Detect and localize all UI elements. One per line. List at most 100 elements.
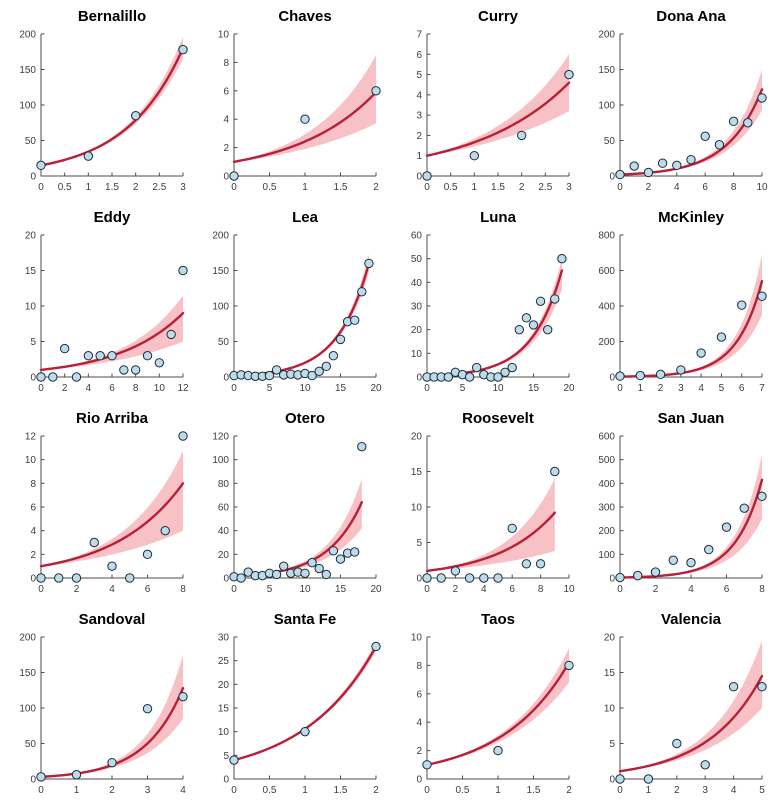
svg-text:6: 6 bbox=[702, 182, 708, 193]
svg-text:0: 0 bbox=[416, 775, 422, 786]
svg-text:3: 3 bbox=[416, 111, 422, 122]
chart-canvas: 0 2 4 6 8 10 12 0 5 10 15 20 bbox=[25, 231, 189, 395]
svg-text:4: 4 bbox=[416, 90, 422, 101]
subplot: Dona Ana 0 2 4 6 8 10 0 50 100 150 200 bbox=[581, 6, 774, 202]
svg-text:6: 6 bbox=[509, 584, 515, 595]
svg-text:0: 0 bbox=[424, 584, 430, 595]
chart-canvas: 0 0.5 1 1.5 2 0 2 4 6 8 10 bbox=[411, 633, 574, 796]
svg-text:2: 2 bbox=[223, 143, 229, 154]
svg-text:0: 0 bbox=[617, 584, 623, 595]
svg-text:20: 20 bbox=[25, 231, 37, 242]
svg-text:5: 5 bbox=[223, 751, 229, 762]
svg-text:0: 0 bbox=[38, 383, 44, 394]
svg-text:2: 2 bbox=[674, 785, 680, 796]
chart-canvas: 0 5 10 15 20 0 20 40 60 80 100 120 bbox=[212, 432, 382, 596]
svg-text:150: 150 bbox=[19, 668, 36, 679]
svg-text:10: 10 bbox=[25, 302, 37, 313]
svg-text:200: 200 bbox=[19, 633, 36, 644]
chart-canvas: 0 1 2 3 4 5 6 7 0 200 400 600 800 bbox=[598, 231, 767, 394]
svg-text:0.5: 0.5 bbox=[456, 785, 470, 796]
svg-text:1: 1 bbox=[495, 785, 501, 796]
svg-text:5: 5 bbox=[460, 383, 466, 394]
svg-text:0: 0 bbox=[617, 182, 623, 193]
svg-text:8: 8 bbox=[180, 584, 186, 595]
svg-text:0: 0 bbox=[38, 584, 44, 595]
subplot: Santa Fe 0 0.5 1 1.5 2 0 5 10 15 20 25 30 bbox=[195, 609, 388, 805]
subplot: Sandoval 0 1 2 3 4 0 50 100 150 200 bbox=[2, 609, 195, 805]
svg-text:10: 10 bbox=[299, 383, 311, 394]
svg-text:4: 4 bbox=[180, 785, 186, 796]
svg-text:0: 0 bbox=[30, 574, 36, 585]
chart-title: Chaves bbox=[278, 8, 332, 25]
svg-text:60: 60 bbox=[218, 503, 230, 514]
svg-text:4: 4 bbox=[731, 785, 737, 796]
svg-text:200: 200 bbox=[598, 526, 615, 537]
svg-text:0: 0 bbox=[223, 172, 229, 183]
svg-text:1: 1 bbox=[302, 785, 308, 796]
chart-canvas: 0 0.5 1 1.5 2 0 2 4 6 8 10 bbox=[218, 30, 381, 193]
chart-canvas: 0 5 10 15 20 0 10 20 30 40 50 60 bbox=[411, 231, 575, 395]
svg-text:80: 80 bbox=[218, 479, 230, 490]
svg-text:0.5: 0.5 bbox=[58, 182, 72, 193]
subplot: Otero 0 5 10 15 20 0 20 40 60 80 100 120 bbox=[195, 408, 388, 604]
svg-text:0: 0 bbox=[609, 172, 615, 183]
chart-title: Curry bbox=[477, 8, 518, 25]
svg-text:0.5: 0.5 bbox=[263, 785, 277, 796]
svg-text:20: 20 bbox=[411, 432, 423, 443]
svg-text:6: 6 bbox=[145, 584, 151, 595]
svg-text:40: 40 bbox=[218, 526, 230, 537]
svg-text:3: 3 bbox=[678, 383, 684, 394]
svg-text:10: 10 bbox=[299, 584, 311, 595]
svg-text:5: 5 bbox=[416, 70, 422, 81]
svg-text:0: 0 bbox=[416, 172, 422, 183]
chart-canvas: 0 2 4 6 8 10 0 5 10 15 20 bbox=[411, 432, 575, 596]
svg-text:4: 4 bbox=[674, 182, 680, 193]
svg-text:0: 0 bbox=[231, 383, 237, 394]
svg-text:6: 6 bbox=[223, 86, 229, 97]
svg-text:100: 100 bbox=[212, 302, 229, 313]
svg-text:200: 200 bbox=[212, 231, 229, 242]
svg-text:4: 4 bbox=[481, 584, 487, 595]
svg-text:200: 200 bbox=[19, 30, 36, 41]
svg-text:5: 5 bbox=[416, 538, 422, 549]
svg-text:20: 20 bbox=[411, 325, 423, 336]
svg-text:0: 0 bbox=[424, 383, 430, 394]
svg-text:100: 100 bbox=[19, 101, 36, 112]
svg-text:50: 50 bbox=[411, 254, 423, 265]
svg-text:2: 2 bbox=[653, 584, 659, 595]
svg-text:50: 50 bbox=[25, 739, 37, 750]
svg-text:400: 400 bbox=[598, 479, 615, 490]
chart-canvas: 0 0.5 1 1.5 2 2.5 3 0 50 100 150 200 bbox=[19, 30, 188, 193]
subplot: Luna 0 5 10 15 20 0 10 20 30 40 50 60 bbox=[388, 207, 581, 403]
chart-canvas: 0 2 4 6 8 0 100 200 300 400 500 600 bbox=[598, 432, 767, 595]
svg-text:3: 3 bbox=[180, 182, 186, 193]
chart-title: Bernalillo bbox=[77, 8, 147, 25]
svg-text:1.5: 1.5 bbox=[105, 182, 119, 193]
svg-text:0: 0 bbox=[30, 775, 36, 786]
svg-text:20: 20 bbox=[370, 383, 382, 394]
svg-text:300: 300 bbox=[598, 503, 615, 514]
svg-text:0: 0 bbox=[416, 373, 422, 384]
svg-text:60: 60 bbox=[411, 231, 423, 242]
svg-text:1: 1 bbox=[86, 182, 92, 193]
subplot: Rio Arriba 0 2 4 6 8 0 2 4 6 8 10 12 bbox=[2, 408, 195, 604]
subplot: Curry 0 0.5 1 1.5 2 2.5 3 0 1 2 3 4 5 6 7 bbox=[388, 6, 581, 202]
svg-text:1.5: 1.5 bbox=[527, 785, 541, 796]
svg-text:2: 2 bbox=[133, 182, 139, 193]
svg-text:10: 10 bbox=[492, 383, 504, 394]
svg-text:15: 15 bbox=[528, 383, 540, 394]
chart-canvas: 0 1 2 3 4 0 50 100 150 200 bbox=[19, 633, 188, 796]
svg-text:1: 1 bbox=[302, 182, 308, 193]
svg-text:8: 8 bbox=[731, 182, 737, 193]
svg-text:0: 0 bbox=[416, 574, 422, 585]
svg-text:20: 20 bbox=[218, 680, 230, 691]
chart-title: Santa Fe bbox=[273, 611, 337, 628]
svg-text:150: 150 bbox=[212, 266, 229, 277]
chart-title: Eddy bbox=[93, 209, 131, 226]
svg-text:5: 5 bbox=[30, 337, 36, 348]
chart-title: Lea bbox=[292, 209, 318, 226]
svg-text:15: 15 bbox=[335, 383, 347, 394]
svg-text:0: 0 bbox=[231, 584, 237, 595]
